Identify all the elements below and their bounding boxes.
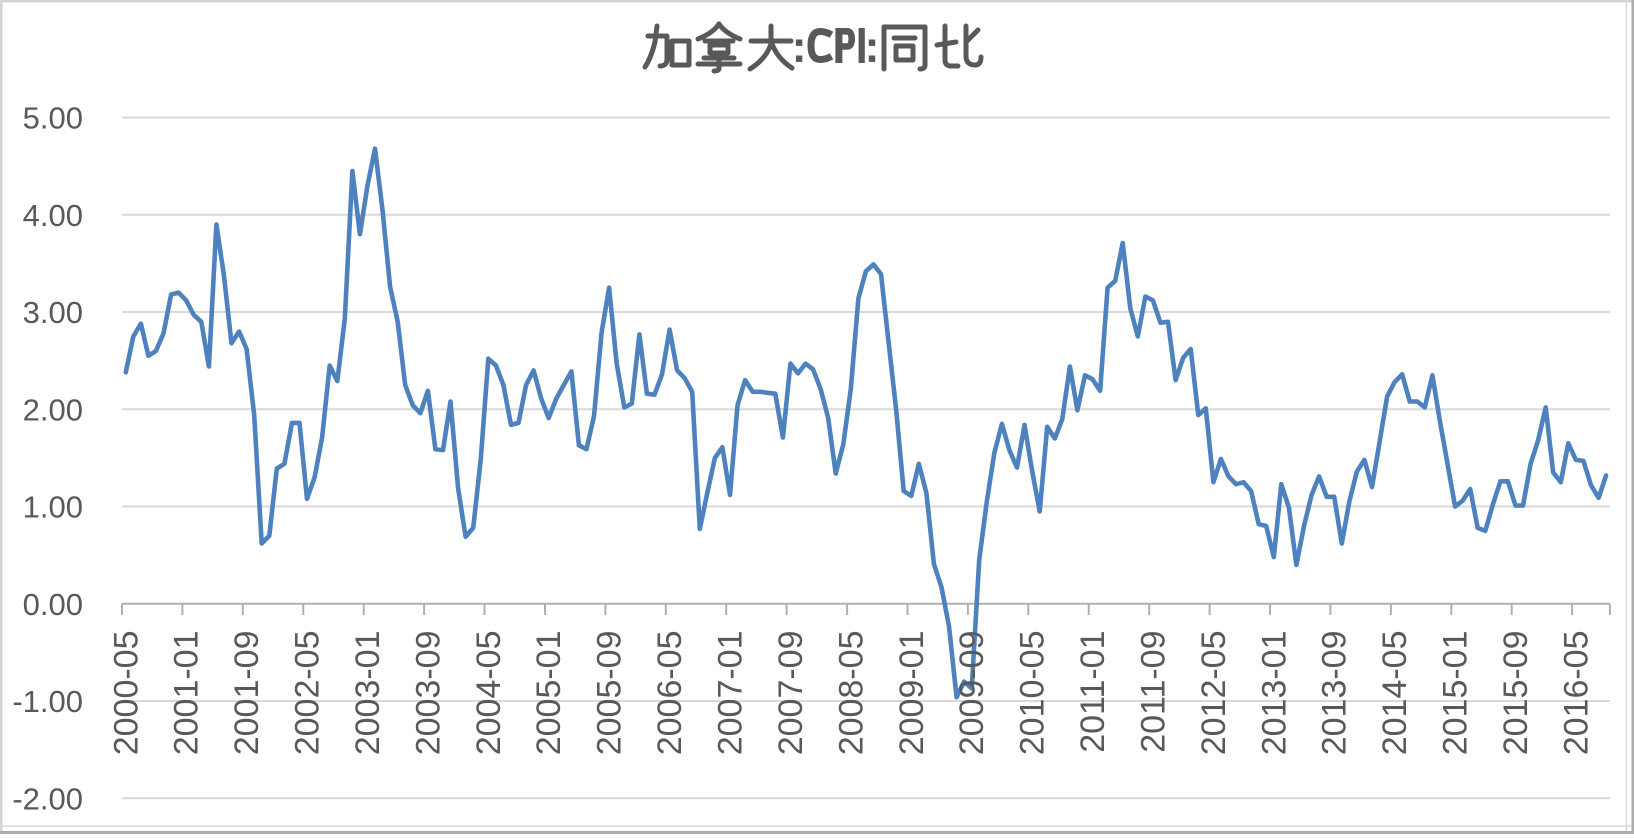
svg-text:2011-09: 2011-09 xyxy=(1134,631,1172,753)
svg-text:0.00: 0.00 xyxy=(23,587,83,622)
svg-text:2009-09: 2009-09 xyxy=(953,631,991,756)
svg-text:2006-05: 2006-05 xyxy=(651,631,689,756)
svg-text:2014-05: 2014-05 xyxy=(1376,631,1414,756)
svg-text:2016-05: 2016-05 xyxy=(1557,631,1595,756)
svg-text:2015-09: 2015-09 xyxy=(1497,631,1535,756)
svg-text:2005-09: 2005-09 xyxy=(591,631,629,756)
svg-text:2012-05: 2012-05 xyxy=(1195,631,1233,756)
svg-text:-1.00: -1.00 xyxy=(12,684,83,719)
svg-text:3.00: 3.00 xyxy=(23,295,83,330)
svg-text:2015-01: 2015-01 xyxy=(1437,631,1475,756)
svg-text:2004-05: 2004-05 xyxy=(470,631,508,756)
svg-text:2013-09: 2013-09 xyxy=(1316,631,1354,756)
svg-text:2.00: 2.00 xyxy=(23,392,83,427)
svg-text:2000-05: 2000-05 xyxy=(107,631,145,756)
svg-text:2005-01: 2005-01 xyxy=(530,631,568,756)
svg-text:2008-05: 2008-05 xyxy=(832,631,870,756)
svg-text:2007-01: 2007-01 xyxy=(712,631,750,756)
svg-text:2007-09: 2007-09 xyxy=(772,631,810,756)
svg-text:4.00: 4.00 xyxy=(23,198,83,233)
svg-text:1.00: 1.00 xyxy=(23,490,83,525)
svg-text:2001-01: 2001-01 xyxy=(168,631,206,756)
svg-text:5.00: 5.00 xyxy=(23,101,83,136)
svg-text:2003-01: 2003-01 xyxy=(349,631,387,756)
svg-text:2011-01: 2011-01 xyxy=(1074,631,1112,753)
svg-text:2002-05: 2002-05 xyxy=(289,631,327,756)
svg-text:-2.00: -2.00 xyxy=(12,781,83,816)
svg-text:2003-09: 2003-09 xyxy=(409,631,447,756)
svg-text:2010-05: 2010-05 xyxy=(1014,631,1052,756)
svg-text:2001-09: 2001-09 xyxy=(228,631,266,756)
svg-text:2013-01: 2013-01 xyxy=(1255,631,1293,756)
svg-text:2009-01: 2009-01 xyxy=(893,631,931,756)
